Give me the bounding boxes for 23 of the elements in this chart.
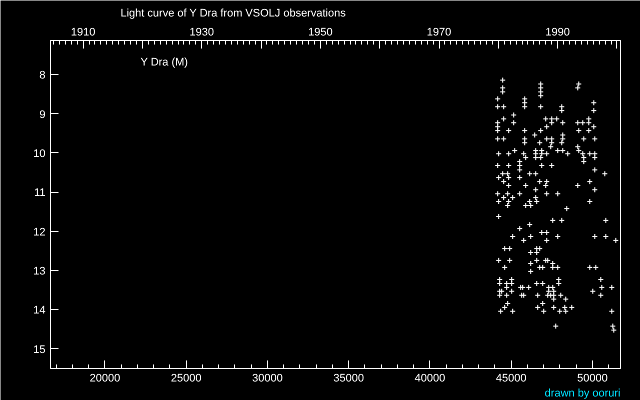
x-tick-label: 25000 — [170, 372, 202, 384]
annotation: Y Dra (M) — [140, 56, 188, 68]
x-tick-label: 45000 — [496, 372, 527, 384]
x-tick-label: 40000 — [414, 372, 446, 384]
y-tick-label: 9 — [39, 108, 46, 121]
y-tick-label: 11 — [34, 187, 46, 200]
x2-tick-label: 1910 — [70, 26, 96, 38]
x-tick-label: 20000 — [90, 372, 120, 384]
x-tick-label: 35000 — [333, 372, 364, 384]
x-tick-label: 50000 — [577, 372, 608, 384]
x2-tick-label: 1950 — [308, 26, 333, 38]
x2-tick-label: 1990 — [545, 26, 570, 38]
y-tick-label: 15 — [33, 344, 46, 356]
chart-title: Light curve of Y Dra from VSOLJ observations — [120, 8, 346, 20]
y-tick-label: 14 — [33, 304, 46, 317]
text: drawn by ooruri — [544, 388, 621, 400]
x2-tick-label: 1970 — [426, 26, 452, 38]
y-tick-label: 12 — [33, 226, 46, 238]
x-tick-label: 30000 — [252, 372, 283, 384]
x2-tick-label: 1930 — [190, 26, 214, 38]
y-tick-label: 13 — [33, 266, 46, 278]
y-tick-label: 8 — [39, 70, 46, 82]
y-tick-label: 10 — [33, 148, 46, 160]
